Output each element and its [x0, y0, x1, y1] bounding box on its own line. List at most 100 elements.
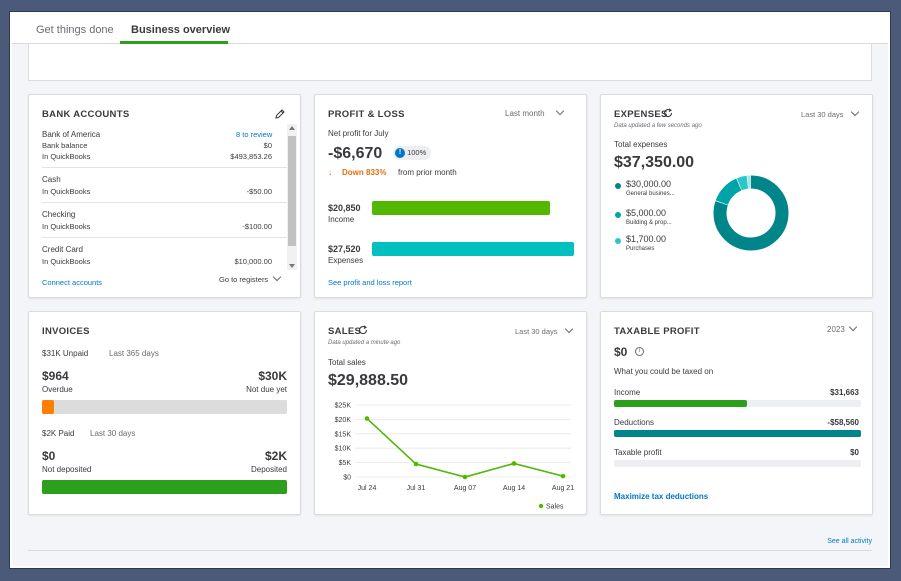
x-tick-label: Aug 14 [503, 485, 525, 492]
scrollbar[interactable] [287, 124, 297, 270]
not-deposited-label: Not deposited [42, 465, 92, 474]
taxable-profit-label: Taxable profit [614, 448, 662, 457]
see-all-activity-link[interactable]: See all activity [827, 538, 872, 545]
not-due-value: $30K [258, 369, 287, 383]
info-icon: ! [395, 148, 405, 159]
deductions-label: Deductions [614, 418, 655, 427]
pencil-icon[interactable] [274, 108, 286, 120]
legend-dot [615, 183, 621, 189]
tax-income-bar-fill [614, 400, 748, 407]
expenses-bar[interactable] [372, 242, 574, 256]
deductions-bar-fill [614, 430, 861, 437]
sales-period-label: Last 30 days [515, 327, 558, 336]
taxable-profit-value: $0 [614, 345, 628, 359]
divider [28, 550, 872, 551]
qb-value: -$100.00 [242, 222, 272, 231]
account-name[interactable]: Credit Card [42, 245, 83, 254]
scroll-up-icon[interactable] [289, 126, 295, 130]
sales-title: SALES [328, 326, 362, 337]
expense-category: Purchases [626, 246, 655, 252]
y-tick-label: $0 [343, 475, 351, 482]
expenses-donut-chart[interactable] [711, 173, 791, 253]
expenses-bar-fill [372, 242, 574, 256]
taxable-profit-row-value: $0 [850, 448, 859, 457]
sales-line [366, 417, 564, 478]
expense-category: Building & prop... [626, 220, 672, 226]
review-link[interactable]: 8 to review [236, 130, 273, 139]
scroll-down-icon[interactable] [289, 264, 295, 268]
unpaid-label: $31K Unpaid [42, 349, 89, 358]
info-icon[interactable]: i [635, 347, 644, 356]
expenses-label: Expenses [328, 256, 364, 265]
chevron-down-icon [564, 324, 573, 334]
account-name[interactable]: Checking [42, 210, 76, 219]
expense-category: General busines... [626, 191, 675, 197]
sales-point[interactable] [511, 461, 517, 466]
overdue-bar[interactable] [42, 400, 287, 414]
qb-value: $493,853.26 [230, 152, 272, 161]
down-arrow-icon: ↓ [328, 168, 332, 177]
paid-label: $2K Paid [42, 429, 75, 438]
badge-value: 100% [407, 148, 427, 157]
account-name[interactable]: Bank of America [42, 130, 101, 139]
donut-slice[interactable] [713, 175, 789, 251]
maximize-deductions-link[interactable]: Maximize tax deductions [614, 492, 709, 501]
refresh-icon[interactable] [358, 325, 368, 335]
income-value: $20,850 [328, 203, 361, 213]
legend-dot [615, 238, 621, 244]
sales-point[interactable] [413, 461, 419, 467]
divider [42, 167, 287, 168]
pl-report-link[interactable]: See profit and loss report [328, 278, 412, 287]
taxable-subtitle: What you could be taxed on [614, 367, 714, 376]
x-tick-label: Aug 07 [454, 485, 476, 492]
tax-year-dropdown[interactable]: 2023 [827, 322, 858, 334]
scrollbar-thumb[interactable] [288, 136, 296, 246]
connect-accounts-link[interactable]: Connect accounts [42, 278, 103, 287]
sales-point[interactable] [560, 473, 566, 479]
qb-label: In QuickBooks [42, 187, 91, 196]
taxable-profit-title: TAXABLE PROFIT [614, 326, 700, 337]
expenses-card: EXPENSES Last 30 days Data updated a few… [600, 94, 873, 298]
expenses-title: EXPENSES [614, 109, 668, 120]
overdue-bar-fill [42, 400, 55, 414]
accuracy-badge[interactable]: ! 100% [393, 146, 432, 160]
tab-get-things-done[interactable]: Get things done [36, 24, 114, 36]
chevron-down-icon [850, 107, 859, 117]
tab-bar: Get things done Business overview [12, 14, 888, 44]
taxable-profit-bar[interactable] [614, 460, 861, 467]
deductions-bar[interactable] [614, 430, 861, 437]
sales-period-dropdown[interactable]: Last 30 days [515, 324, 573, 336]
y-tick-label: $5K [339, 460, 352, 467]
sales-point[interactable] [364, 416, 370, 421]
tab-business-overview[interactable]: Business overview [131, 24, 231, 36]
not-deposited-value: $0 [42, 449, 56, 463]
expenses-period-dropdown[interactable]: Last 30 days [801, 107, 859, 119]
tax-income-bar[interactable] [614, 400, 861, 407]
refresh-icon[interactable] [663, 108, 673, 118]
deductions-value: -$58,560 [827, 418, 859, 427]
y-tick-label: $25K [335, 403, 352, 410]
total-expenses-label: Total expenses [614, 140, 668, 149]
bank-balance-value: $0 [263, 141, 272, 150]
sales-point[interactable] [462, 474, 468, 480]
expense-value: $1,700.00 [626, 234, 667, 244]
total-expenses-value: $37,350.00 [614, 154, 695, 171]
go-to-registers-button[interactable]: Go to registers [219, 272, 282, 284]
tax-income-value: $31,663 [830, 388, 859, 397]
deposited-bar[interactable] [42, 480, 287, 494]
net-profit-value: -$6,670 [328, 145, 383, 162]
sales-updated: Data updated a minute ago [328, 340, 401, 346]
qb-value: $10,000.00 [234, 257, 272, 266]
income-bar[interactable] [372, 201, 574, 215]
deposited-bar-fill [42, 480, 287, 494]
sales-line-chart[interactable]: $0 $5K $10K $15K $20K $25K Jul 24 Jul 31 Aug 07 A… [315, 397, 586, 514]
account-name[interactable]: Cash [42, 175, 61, 184]
expenses-updated: Data updated a few seconds ago [614, 123, 702, 129]
bank-accounts-card: BANK ACCOUNTS Bank of America 8 to revie… [28, 94, 301, 298]
pl-period-dropdown[interactable]: Last month [505, 106, 564, 118]
expense-value: $5,000.00 [626, 208, 667, 218]
x-tick-label: Jul 24 [358, 485, 377, 492]
total-sales-value: $29,888.50 [328, 372, 409, 389]
pl-period-label: Last month [505, 109, 545, 118]
legend-dot [538, 503, 544, 509]
